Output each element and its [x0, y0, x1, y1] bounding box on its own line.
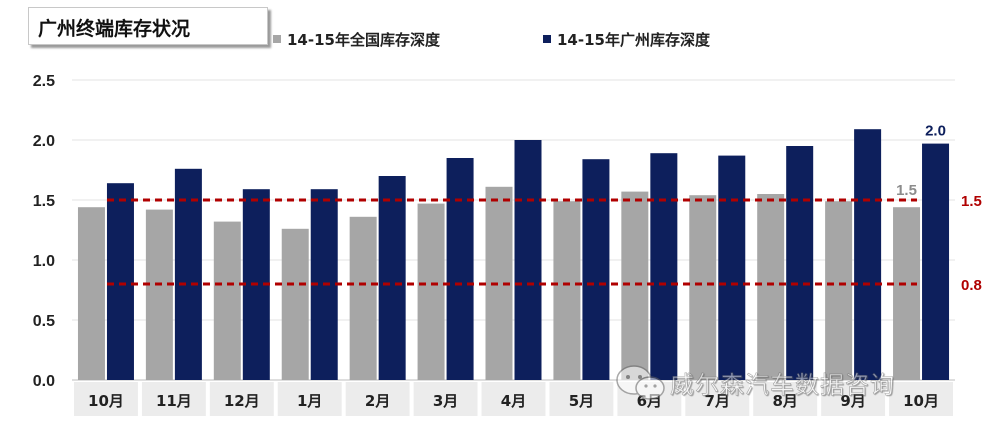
x-tick-label: 7月 — [705, 392, 730, 410]
reference-line-label: 1.5 — [961, 193, 982, 210]
x-tick-label: 1月 — [297, 392, 322, 410]
y-tick-label: 2.5 — [33, 73, 55, 90]
bar-guangzhou — [718, 155, 746, 380]
bar-guangzhou — [446, 158, 474, 380]
legend-item-national: 14-15年全国库存深度 — [273, 29, 440, 49]
bar-guangzhou — [786, 146, 814, 380]
x-tick-label: 12月 — [224, 392, 260, 410]
y-tick-label: 2.0 — [33, 133, 55, 150]
legend-swatch-guangzhou — [543, 35, 551, 43]
bar-national — [689, 195, 717, 380]
reference-lines — [107, 198, 917, 286]
bar-national — [825, 201, 853, 380]
bar-guangzhou — [174, 168, 202, 380]
chart-title: 广州终端库存状况 — [38, 18, 191, 40]
x-category-band — [209, 382, 274, 416]
x-tick-label: 3月 — [433, 392, 458, 410]
x-tick-label: 9月 — [840, 392, 865, 410]
bar-national — [145, 209, 173, 380]
bar-national — [77, 207, 105, 380]
bars — [77, 129, 950, 380]
bar-guangzhou — [106, 183, 134, 380]
x-category-band — [413, 382, 478, 416]
bar-national — [281, 228, 309, 380]
bar-guangzhou — [854, 129, 882, 380]
bar-national — [893, 207, 921, 380]
reference-line-label: 0.8 — [961, 277, 982, 294]
legend-swatch-national — [273, 35, 281, 43]
x-tick-label: 5月 — [569, 392, 594, 410]
x-category-band — [74, 382, 138, 416]
y-tick-label: 1.0 — [33, 253, 55, 270]
x-tick-label: 8月 — [772, 392, 797, 410]
x-tick-label: 2月 — [365, 392, 390, 410]
bar-national — [349, 216, 377, 380]
x-category-band — [889, 382, 953, 416]
bar-national — [621, 191, 649, 380]
gridlines — [72, 79, 955, 381]
x-tick-label: 10月 — [88, 392, 124, 410]
data-label-national: 1.5 — [896, 182, 917, 199]
y-tick-label: 0.5 — [33, 313, 55, 330]
x-tick-label: 10月 — [903, 392, 939, 410]
x-tick-label: 11月 — [156, 392, 192, 410]
x-category-band — [345, 382, 410, 416]
bar-guangzhou — [378, 176, 406, 380]
bar-guangzhou — [922, 143, 950, 380]
data-label-guangzhou: 2.0 — [925, 123, 946, 140]
bar-national — [213, 221, 241, 380]
x-category-band — [549, 382, 614, 416]
title-box — [28, 7, 268, 45]
x-category-band — [141, 382, 206, 416]
x-category-band — [821, 382, 886, 416]
x-category-band — [685, 382, 750, 416]
y-tick-label: 0.0 — [33, 373, 55, 390]
x-category-band — [481, 382, 546, 416]
bar-national — [553, 201, 581, 380]
legend-item-guangzhou: 14-15年广州库存深度 — [543, 29, 710, 49]
x-tick-label: 4月 — [501, 392, 526, 410]
bar-guangzhou — [514, 140, 542, 380]
watermark: 威尔森汽车数据咨询 — [612, 362, 895, 402]
legend-label-guangzhou: 14-15年广州库存深度 — [557, 30, 710, 49]
category-bands — [74, 382, 953, 416]
watermark-text: 威尔森汽车数据咨询 — [670, 370, 895, 399]
x-category-band — [753, 382, 818, 416]
legend-label-national: 14-15年全国库存深度 — [287, 30, 440, 49]
bar-national — [417, 203, 445, 380]
y-tick-label: 1.5 — [33, 193, 55, 210]
wechat-icon — [616, 365, 665, 400]
bar-guangzhou — [650, 153, 678, 380]
x-category-band — [277, 382, 342, 416]
bar-national — [757, 194, 785, 380]
bar-guangzhou — [582, 159, 610, 380]
